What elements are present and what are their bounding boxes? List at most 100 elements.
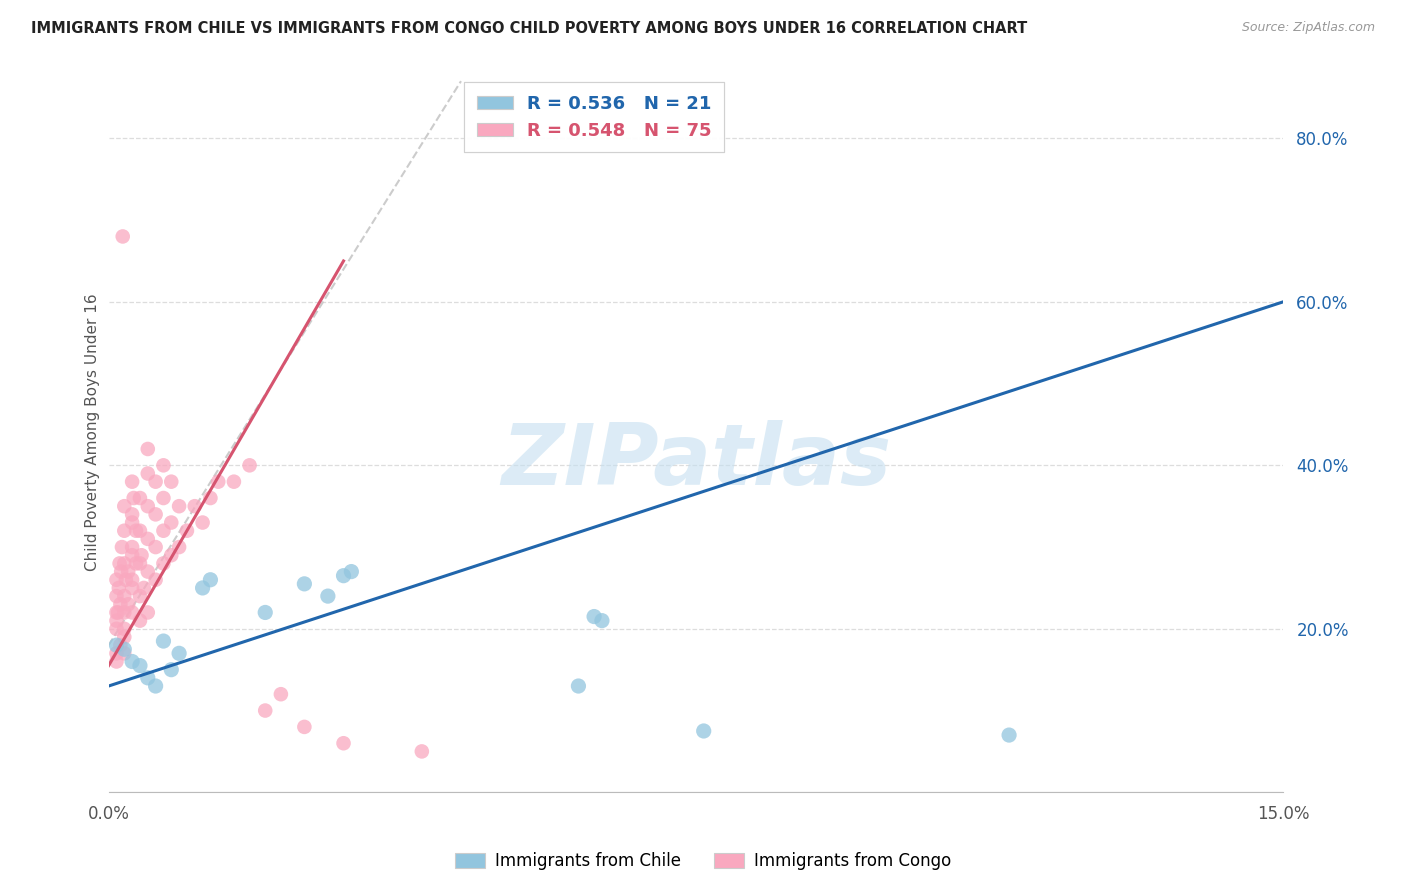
Point <box>222 475 245 489</box>
Point <box>121 581 143 595</box>
Point <box>112 630 135 644</box>
Point <box>145 475 167 489</box>
Point <box>125 524 148 538</box>
Text: Source: ZipAtlas.com: Source: ZipAtlas.com <box>1241 21 1375 34</box>
Point <box>145 540 167 554</box>
Point <box>117 597 139 611</box>
Point <box>105 622 128 636</box>
Point <box>160 475 183 489</box>
Point <box>583 609 606 624</box>
Point <box>112 524 135 538</box>
Point <box>191 581 214 595</box>
Point <box>117 565 139 579</box>
Point <box>332 736 354 750</box>
Point <box>167 499 190 513</box>
Point <box>998 728 1021 742</box>
Point <box>105 638 128 652</box>
Point <box>121 516 143 530</box>
Point <box>121 540 143 554</box>
Point <box>121 508 143 522</box>
Point <box>239 458 262 473</box>
Point <box>121 548 143 562</box>
Point <box>122 491 145 505</box>
Point <box>591 614 613 628</box>
Y-axis label: Child Poverty Among Boys Under 16: Child Poverty Among Boys Under 16 <box>86 293 100 572</box>
Point <box>121 655 143 669</box>
Point <box>129 491 152 505</box>
Point <box>129 557 152 571</box>
Point <box>107 606 129 620</box>
Point <box>191 516 214 530</box>
Legend: R = 0.536   N = 21, R = 0.548   N = 75: R = 0.536 N = 21, R = 0.548 N = 75 <box>464 82 724 153</box>
Point <box>108 557 131 571</box>
Point <box>121 573 143 587</box>
Point <box>110 597 132 611</box>
Point <box>112 642 135 657</box>
Point <box>145 573 167 587</box>
Point <box>136 565 159 579</box>
Point <box>136 499 159 513</box>
Point <box>105 573 128 587</box>
Point <box>340 565 363 579</box>
Legend: Immigrants from Chile, Immigrants from Congo: Immigrants from Chile, Immigrants from C… <box>449 846 957 877</box>
Text: IMMIGRANTS FROM CHILE VS IMMIGRANTS FROM CONGO CHILD POVERTY AMONG BOYS UNDER 16: IMMIGRANTS FROM CHILE VS IMMIGRANTS FROM… <box>31 21 1028 36</box>
Point <box>160 663 183 677</box>
Point <box>152 634 174 648</box>
Point <box>152 491 174 505</box>
Point <box>152 524 174 538</box>
Point <box>184 499 207 513</box>
Point <box>105 606 128 620</box>
Point <box>129 658 152 673</box>
Point <box>111 540 134 554</box>
Point <box>292 577 315 591</box>
Point <box>136 442 159 456</box>
Point <box>105 655 128 669</box>
Point <box>176 524 198 538</box>
Point <box>136 606 159 620</box>
Point <box>129 589 152 603</box>
Point <box>112 646 135 660</box>
Point <box>200 491 222 505</box>
Point <box>167 646 190 660</box>
Point <box>112 557 135 571</box>
Point <box>110 638 132 652</box>
Point <box>152 458 174 473</box>
Point <box>160 548 183 562</box>
Point <box>567 679 589 693</box>
Point <box>270 687 292 701</box>
Point <box>136 467 159 481</box>
Point <box>112 606 135 620</box>
Point <box>111 229 134 244</box>
Point <box>129 524 152 538</box>
Point <box>131 548 153 562</box>
Point <box>105 646 128 660</box>
Point <box>145 508 167 522</box>
Point <box>129 614 152 628</box>
Point <box>121 606 143 620</box>
Point <box>145 679 167 693</box>
Point <box>254 606 277 620</box>
Point <box>136 532 159 546</box>
Point <box>115 573 138 587</box>
Point <box>292 720 315 734</box>
Text: ZIPatlas: ZIPatlas <box>501 420 891 503</box>
Point <box>332 568 354 582</box>
Point <box>121 475 143 489</box>
Point <box>254 704 277 718</box>
Point <box>105 614 128 628</box>
Point <box>693 723 716 738</box>
Point <box>136 671 159 685</box>
Point <box>316 589 339 603</box>
Point <box>112 622 135 636</box>
Point <box>108 581 131 595</box>
Point <box>411 744 433 758</box>
Point <box>200 573 222 587</box>
Point <box>112 589 135 603</box>
Point <box>152 557 174 571</box>
Point <box>207 475 229 489</box>
Point <box>125 557 148 571</box>
Point <box>167 540 190 554</box>
Point <box>132 581 155 595</box>
Point <box>110 565 132 579</box>
Point <box>160 516 183 530</box>
